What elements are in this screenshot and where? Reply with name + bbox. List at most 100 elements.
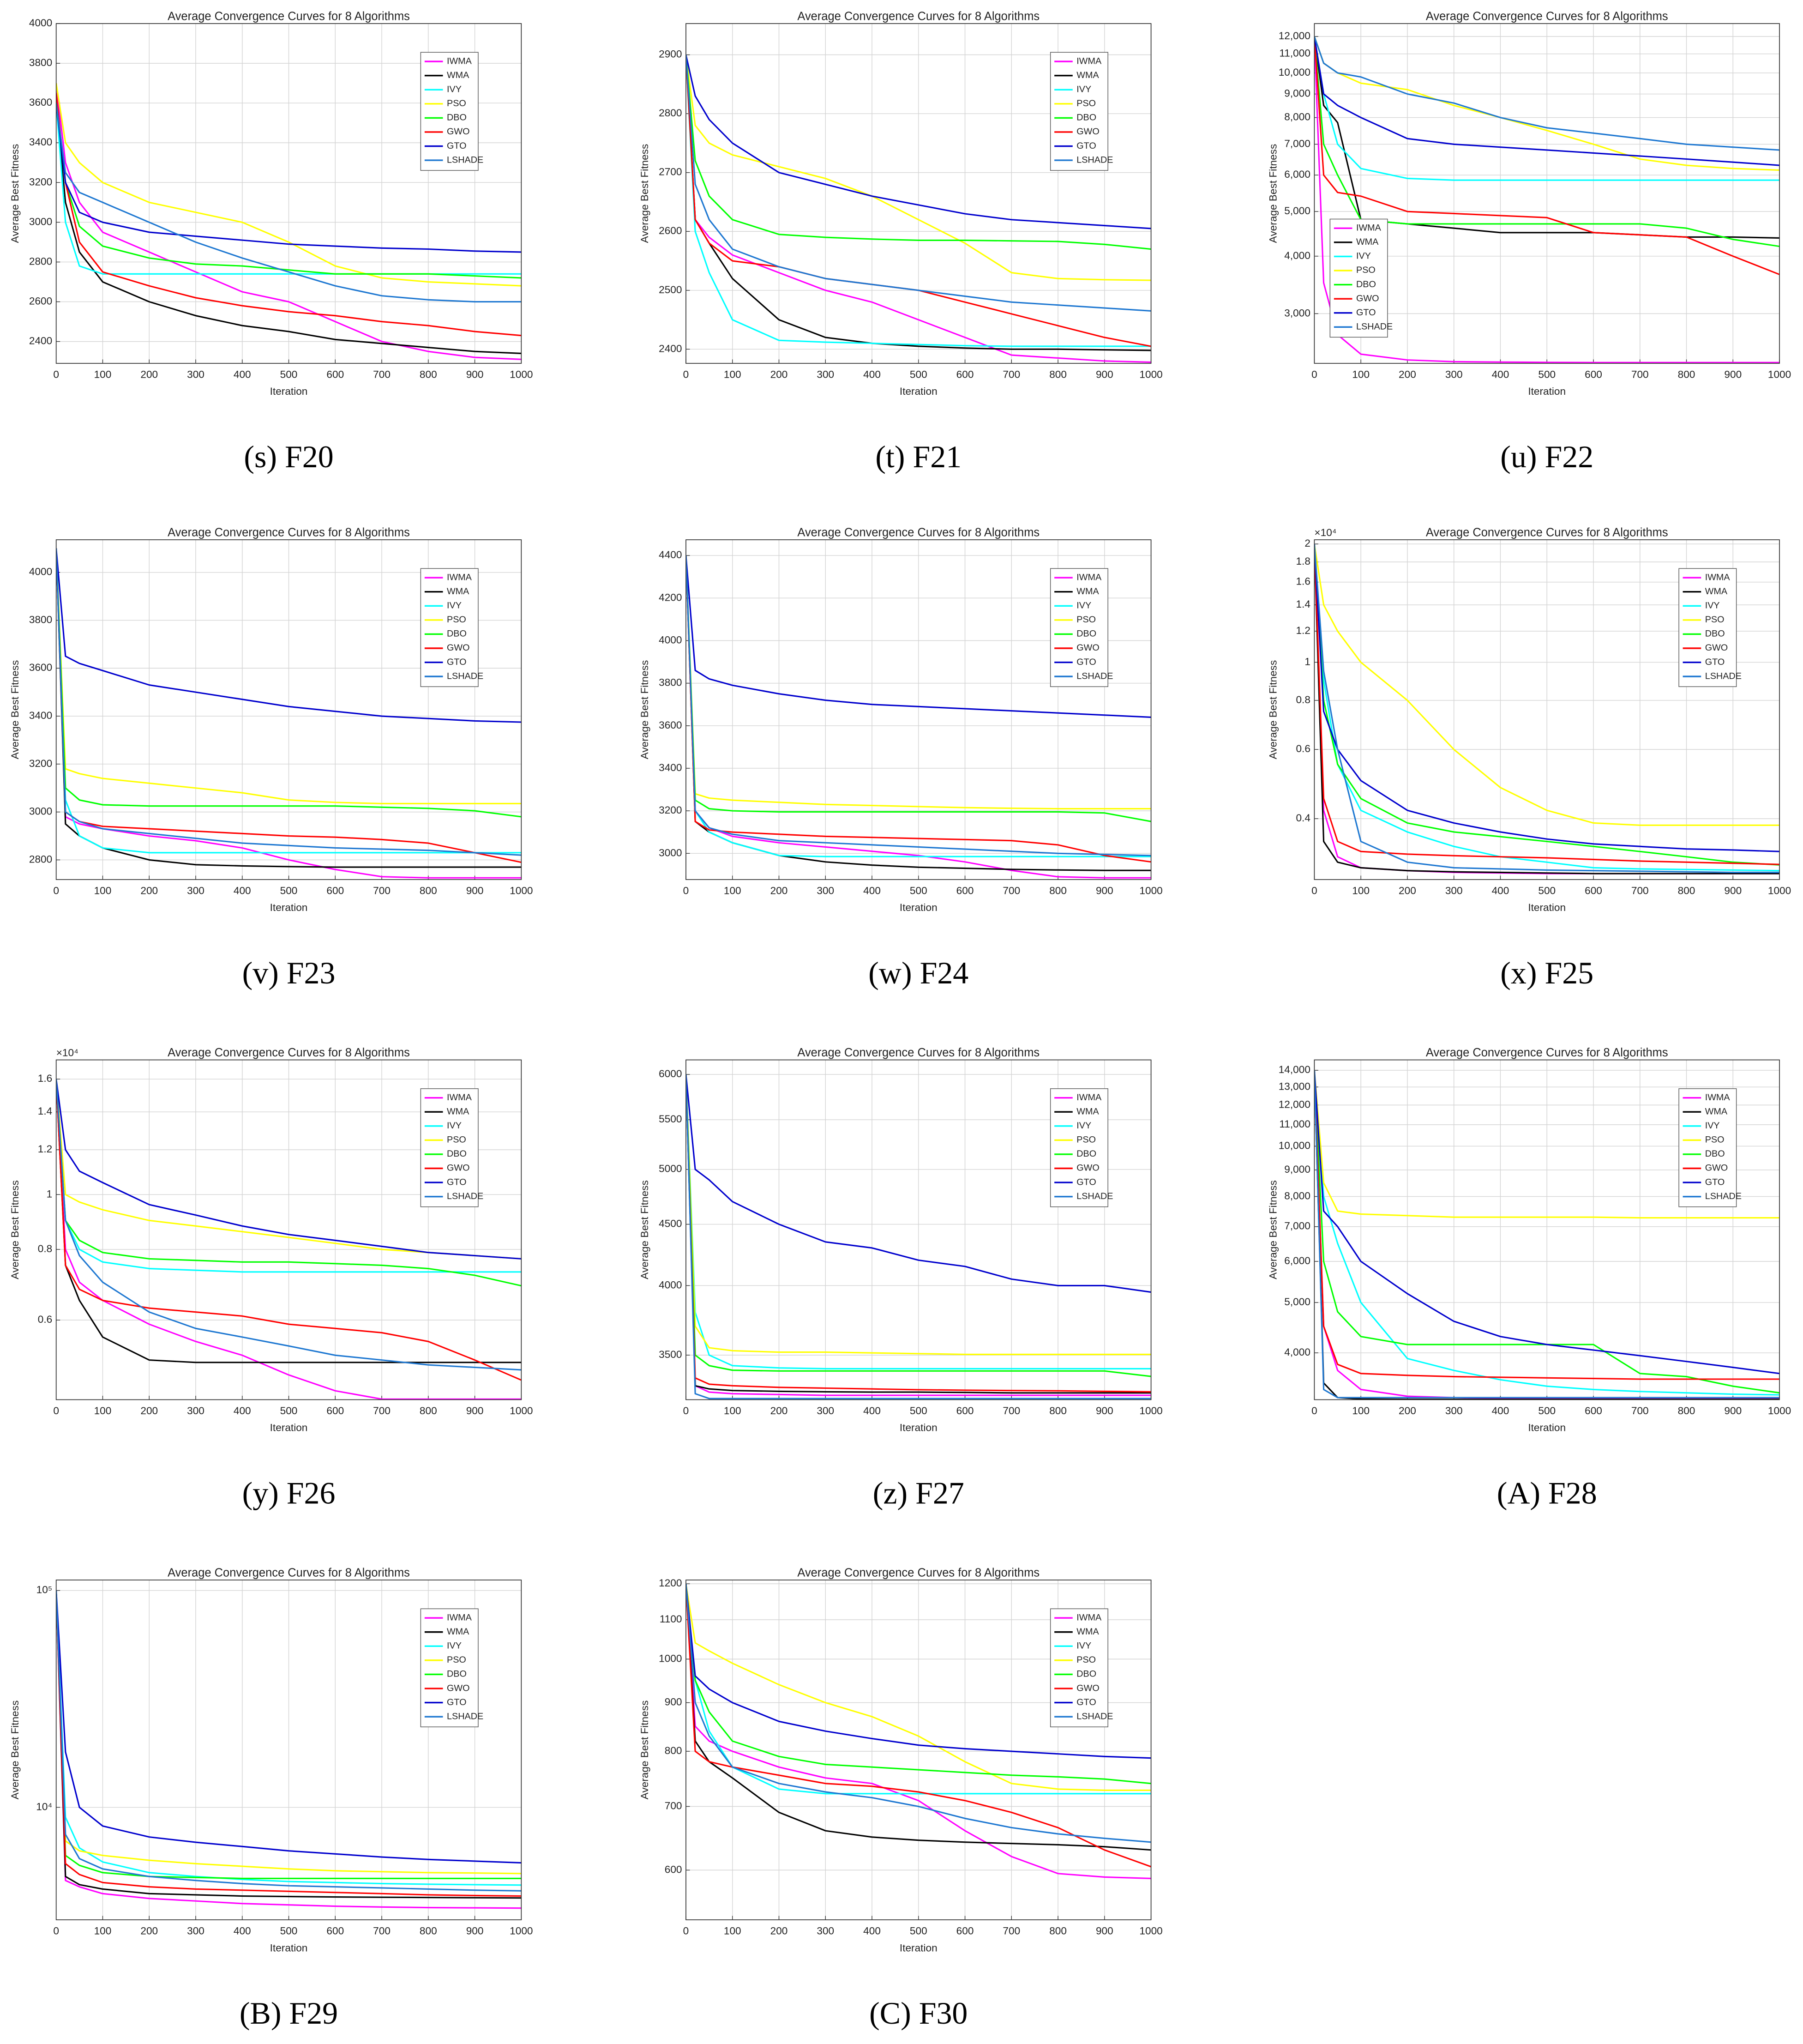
chart-title: Average Convergence Curves for 8 Algorit… [797,10,1040,23]
x-tick-label: 600 [326,1925,344,1936]
x-tick-label: 600 [326,1405,344,1417]
legend-label: GWO [1705,1163,1728,1173]
y-tick-label: 2500 [659,284,682,295]
legend-label: LSHADE [447,671,483,681]
series-line [685,555,1151,863]
y-tick-label: 1.4 [1296,598,1310,610]
y-multiplier: ×10⁴ [56,1047,78,1058]
series-line [685,1074,1151,1355]
x-tick-label: 900 [1096,1925,1113,1936]
x-tick-label: 200 [770,1925,788,1936]
x-tick-label: 200 [1399,1405,1416,1417]
chart-title: Average Convergence Curves for 8 Algorit… [1426,526,1668,539]
y-tick-label: 2900 [659,48,682,60]
series-line [56,103,522,303]
x-tick-label: 700 [373,1405,391,1417]
x-tick-label: 0 [683,1405,689,1417]
y-tick-label: 1200 [659,1577,682,1589]
y-tick-label: 700 [665,1800,682,1811]
chart-title: Average Convergence Curves for 8 Algorit… [168,10,410,23]
x-tick-label: 500 [280,368,298,380]
y-tick-label: 2400 [29,335,52,347]
series-line [1314,1070,1780,1219]
y-tick-label: 4000 [659,634,682,645]
x-tick-label: 100 [94,1925,112,1936]
y-tick-label: 10⁵ [36,1584,53,1596]
series-line [685,1074,1151,1399]
panel-caption: (x) F25 [1500,955,1593,990]
legend-box [1050,1088,1108,1207]
y-tick-label: 3200 [29,176,52,187]
legend-label: IVY [1356,251,1371,261]
legend: IWMA WMA IVY PSO DBO GWO GTO LSHADE [1329,218,1393,338]
y-tick-label: 9,000 [1284,88,1310,99]
x-axis-label: Iteration [1528,902,1566,913]
chart-panel: 3,000 4,000 5,000 6,000 7,000 8,000 9,000 10,00… [1268,10,1791,474]
legend-label: LSHADE [1356,322,1393,332]
series-group [685,555,1151,879]
legend-label: LSHADE [1076,155,1113,165]
legend-label: DBO [447,1669,467,1679]
y-tick-label: 3800 [29,57,52,68]
series-line [56,103,522,355]
legend-box [420,1608,479,1727]
series-line [1314,36,1780,181]
x-axis-label: Iteration [900,902,938,913]
y-tick-label: 4000 [29,17,52,29]
x-tick-label: 500 [1538,368,1556,380]
x-tick-label: 1000 [1139,368,1162,380]
legend-label: PSO [1076,615,1096,625]
axes-box [55,539,522,880]
x-tick-label: 800 [1678,368,1695,380]
y-tick-label: 2600 [659,225,682,236]
x-tick-label: 700 [1003,1925,1020,1936]
x-tick-label: 500 [910,1925,927,1936]
x-tick-label: 900 [466,1405,484,1417]
chart-panel: 2400 2500 2600 2700 2800 2900 0 100 200 300 400 500… [639,10,1163,474]
x-tick-label: 400 [234,368,251,380]
legend-label: GWO [1076,1683,1099,1693]
chart-title: Average Convergence Curves for 8 Algorit… [1426,10,1668,23]
chart-panel: 3500 4000 4500 5000 5500 6000 0 100 200 300 400 500… [639,1046,1163,1510]
y-axis-label: Average Best Fitness [639,660,650,760]
series-line [56,548,522,805]
y-tick-label: 3400 [29,136,52,148]
legend-label: IWMA [447,56,472,66]
legend-label: PSO [447,1135,466,1145]
y-tick-label: 14,000 [1279,1064,1310,1075]
x-tick-label: 1000 [510,368,533,380]
chart-panel: 0.6 0.8 1 1.2 1.4 1.6 0 100 200 300 400 500 600 700 80… [9,1046,533,1510]
x-tick-label: 400 [1492,368,1509,380]
y-tick-label: 2800 [29,853,52,865]
series-line [685,1074,1151,1377]
chart-panel: 4,000 5,000 6,000 7,000 8,000 9,000 10,000 11,0… [1268,1046,1791,1510]
x-tick-label: 100 [94,368,112,380]
x-tick-label: 600 [326,885,344,896]
x-tick-label: 200 [140,885,158,896]
y-tick-label: 10,000 [1279,66,1310,78]
legend-label: LSHADE [1705,671,1742,681]
y-axis-label: Average Best Fitness [639,1180,650,1279]
legend-box [1678,568,1737,687]
y-tick-label: 3600 [659,719,682,731]
y-tick-label: 7,000 [1284,1220,1310,1232]
series-line [685,54,1151,347]
panel-caption: (B) F29 [240,1996,338,2031]
x-tick-label: 200 [770,368,788,380]
legend-label: WMA [447,1106,469,1116]
legend-label: IWMA [447,1092,472,1103]
axes-box [685,1580,1152,1920]
x-tick-label: 800 [420,1405,437,1417]
x-tick-label: 700 [1003,885,1020,896]
legend: IWMA WMA IVY PSO DBO GWO GTO LSHADE [1678,1088,1742,1207]
panel-caption: (C) F30 [869,1996,968,2031]
y-tick-label: 7,000 [1284,138,1310,149]
x-tick-label: 300 [187,368,204,380]
y-tick-label: 10⁴ [36,1801,52,1812]
legend-label: IVY [1076,601,1091,611]
series-line [56,548,522,879]
x-axis-label: Iteration [900,1942,938,1954]
series-line [685,555,1151,857]
x-tick-label: 0 [1311,885,1317,896]
x-tick-label: 0 [53,1405,59,1417]
